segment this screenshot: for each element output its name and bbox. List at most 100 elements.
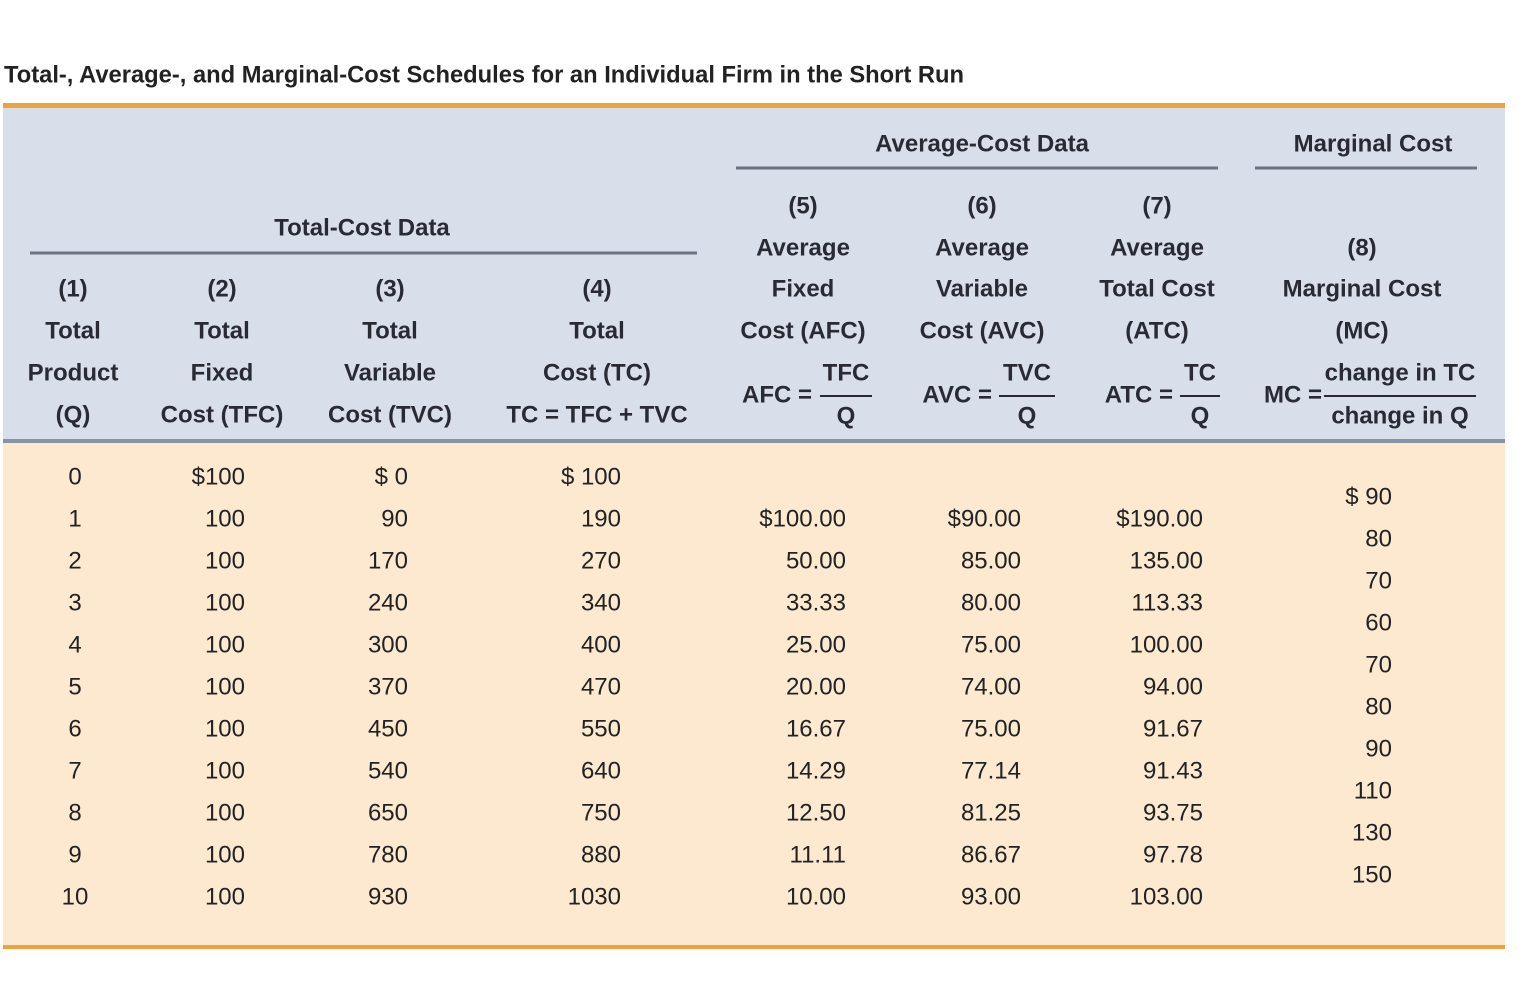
table-cell: 750 — [581, 799, 621, 826]
table-cell: 780 — [368, 841, 408, 868]
table-cell: 7 — [68, 757, 81, 784]
table-cell: $100.00 — [759, 505, 846, 532]
table-cell: 80 — [1365, 525, 1392, 552]
formula-denominator: Q — [1018, 402, 1037, 429]
table-cell: 90 — [381, 505, 408, 532]
table-cell: 91.43 — [1143, 757, 1203, 784]
table-cell: 880 — [581, 841, 621, 868]
column-header: Product — [28, 359, 119, 386]
column-header: Cost (AVC) — [920, 317, 1045, 344]
table-cell: 100 — [205, 547, 245, 574]
formula-denominator: change in Q — [1331, 402, 1468, 429]
table-cell: 20.00 — [786, 673, 846, 700]
column-header: Cost (TFC) — [161, 401, 284, 428]
formula-denominator: Q — [1191, 402, 1210, 429]
table-cell: 130 — [1352, 819, 1392, 846]
table-cell: 11.11 — [790, 841, 847, 868]
table-cell: 640 — [581, 757, 621, 784]
column-header: Cost (TVC) — [328, 401, 452, 428]
table-cell: 110 — [1354, 777, 1392, 804]
table-cell: 86.67 — [961, 841, 1021, 868]
column-header: Fixed — [772, 275, 835, 302]
column-header: Total — [362, 317, 418, 344]
table-cell: 100.00 — [1130, 631, 1203, 658]
table-cell: 9 — [68, 841, 81, 868]
table-cell: 75.00 — [961, 631, 1021, 658]
table-cell: 0 — [68, 463, 81, 490]
table-cell: 8 — [68, 799, 81, 826]
table-cell: 90 — [1365, 735, 1392, 762]
table-cell: 370 — [368, 673, 408, 700]
table-cell: 540 — [368, 757, 408, 784]
top-rule — [3, 103, 1505, 108]
table-cell: 81.25 — [961, 799, 1021, 826]
table-cell: 170 — [368, 547, 408, 574]
table-cell: 100 — [205, 631, 245, 658]
formula-numerator: change in TC — [1325, 359, 1476, 386]
table-cell: 80.00 — [961, 589, 1021, 616]
column-header: (7) — [1142, 192, 1171, 219]
table-cell: 100 — [205, 799, 245, 826]
table-cell: 1030 — [568, 883, 621, 910]
header-background — [3, 108, 1505, 440]
table-cell: $ 90 — [1345, 483, 1392, 510]
table-cell: 135.00 — [1130, 547, 1203, 574]
table-title: Total-, Average-, and Marginal-Cost Sche… — [4, 61, 964, 88]
table-cell: 100 — [205, 883, 245, 910]
table-cell: 4 — [68, 631, 81, 658]
column-header: Total — [194, 317, 250, 344]
column-header: Fixed — [191, 359, 254, 386]
column-header: Total Cost — [1099, 275, 1215, 302]
column-header: Average — [1110, 234, 1204, 261]
table-cell: 91.67 — [1143, 715, 1203, 742]
table-cell: 100 — [205, 589, 245, 616]
table-cell: $ 0 — [375, 463, 408, 490]
table-cell: 25.00 — [786, 631, 846, 658]
table-cell: 400 — [581, 631, 621, 658]
table-cell: 16.67 — [786, 715, 846, 742]
table-cell: 75.00 — [961, 715, 1021, 742]
column-header: Average — [935, 234, 1029, 261]
column-header: Average — [756, 234, 850, 261]
table-cell: 190 — [581, 505, 621, 532]
table-cell: 450 — [368, 715, 408, 742]
column-header: (3) — [375, 275, 404, 302]
table-cell: $190.00 — [1116, 505, 1203, 532]
body-background — [3, 443, 1505, 945]
group-header: Marginal Cost — [1294, 130, 1453, 157]
table-cell: 12.50 — [786, 799, 846, 826]
table-cell: 50.00 — [786, 547, 846, 574]
table-cell: 650 — [368, 799, 408, 826]
table-cell: 60 — [1365, 609, 1392, 636]
column-header: (8) — [1347, 234, 1376, 261]
table-cell: 94.00 — [1143, 673, 1203, 700]
table-cell: 100 — [205, 505, 245, 532]
table-cell: $100 — [192, 463, 245, 490]
table-cell: 3 — [68, 589, 81, 616]
column-header: Total — [45, 317, 101, 344]
table-cell: 85.00 — [961, 547, 1021, 574]
column-header: Variable — [344, 359, 436, 386]
column-header: Cost (AFC) — [740, 317, 865, 344]
header-rule — [3, 439, 1505, 443]
table-cell: 103.00 — [1130, 883, 1203, 910]
column-header: Variable — [936, 275, 1028, 302]
table-cell: 100 — [205, 841, 245, 868]
table-cell: 1 — [68, 505, 81, 532]
formula-denominator: Q — [837, 402, 856, 429]
column-header: (ATC) — [1125, 317, 1189, 344]
table-cell: 97.78 — [1143, 841, 1203, 868]
table-cell: $ 100 — [561, 463, 621, 490]
table-cell: 10 — [62, 883, 89, 910]
table-cell: 270 — [581, 547, 621, 574]
table-cell: 550 — [581, 715, 621, 742]
table-cell: 113.33 — [1131, 589, 1203, 616]
table-cell: 77.14 — [961, 757, 1021, 784]
table-cell: 470 — [581, 673, 621, 700]
formula-numerator: TFC — [823, 359, 870, 386]
table-cell: 100 — [205, 757, 245, 784]
column-header: (6) — [967, 192, 996, 219]
formula-numerator: TVC — [1003, 359, 1051, 386]
column-header: Cost (TC) — [543, 359, 651, 386]
